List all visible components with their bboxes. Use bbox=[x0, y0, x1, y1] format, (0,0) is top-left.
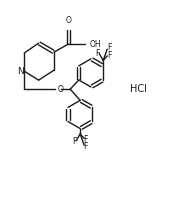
Text: OH: OH bbox=[90, 40, 102, 49]
Text: HCl: HCl bbox=[130, 84, 146, 94]
Text: F: F bbox=[107, 43, 111, 52]
Text: O: O bbox=[66, 16, 71, 25]
Text: F: F bbox=[83, 135, 88, 144]
Text: F: F bbox=[72, 137, 77, 146]
Text: F: F bbox=[107, 51, 111, 60]
Text: F: F bbox=[96, 49, 100, 58]
Text: F: F bbox=[83, 142, 88, 151]
Text: O: O bbox=[58, 85, 64, 94]
Text: N: N bbox=[17, 67, 24, 76]
